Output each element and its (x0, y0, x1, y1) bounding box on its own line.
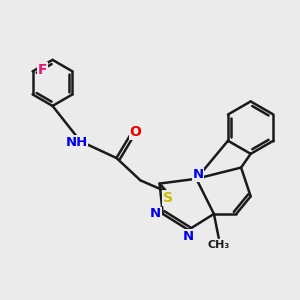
Text: N: N (150, 207, 161, 220)
Text: N: N (183, 230, 194, 243)
Text: O: O (130, 125, 142, 140)
Text: F: F (38, 63, 47, 77)
Text: CH₃: CH₃ (208, 240, 230, 250)
Text: NH: NH (65, 136, 88, 148)
Text: S: S (163, 191, 172, 205)
Text: N: N (192, 168, 203, 182)
